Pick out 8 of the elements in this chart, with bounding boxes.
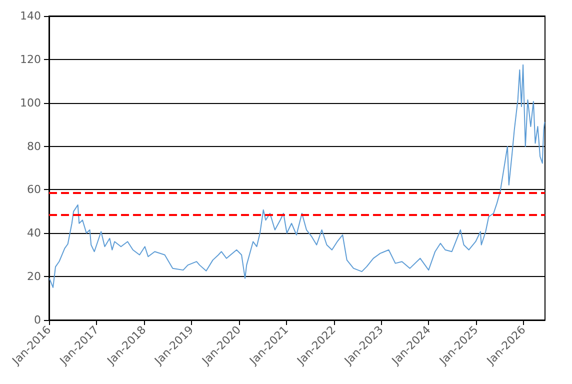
y-tick-label: 80 xyxy=(27,140,41,153)
y-tick-label: 20 xyxy=(27,270,41,284)
y-tick-label: 60 xyxy=(27,183,41,196)
y-tick-label: 120 xyxy=(20,52,41,66)
y-tick-label: 40 xyxy=(27,226,41,240)
y-tick-label: 0 xyxy=(34,314,41,326)
y-tick-label: 100 xyxy=(20,96,41,110)
y-tick-label: 140 xyxy=(20,10,41,22)
